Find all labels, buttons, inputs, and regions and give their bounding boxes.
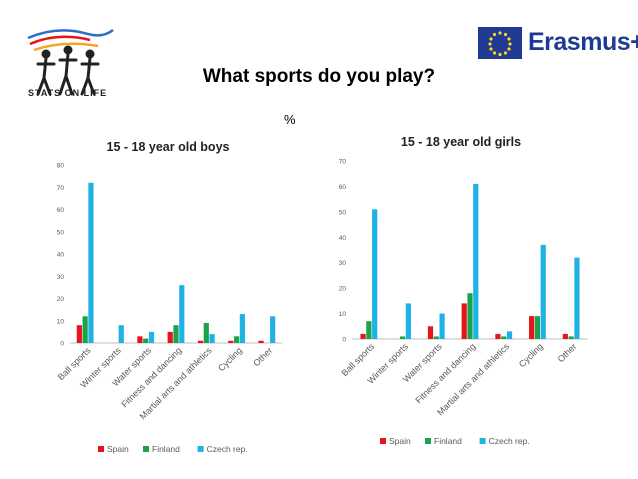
logo-text: STATS ON LIFE — [28, 88, 108, 98]
bar-boys-spain-5 — [228, 340, 234, 343]
page-title: What sports do you play? — [202, 66, 436, 87]
bar-boys-czech-rep-6 — [270, 316, 276, 343]
bar-girls-czech-rep-2 — [439, 313, 445, 339]
bar-girls-czech-rep-1 — [405, 303, 411, 339]
y-tick-label-boys: 0 — [60, 341, 64, 348]
x-tick-label-boys: Other — [251, 345, 274, 368]
legend-label-boys: Spain — [107, 444, 129, 454]
bar-boys-spain-2 — [137, 336, 143, 343]
bar-boys-finland-5 — [233, 336, 240, 343]
y-tick-label-boys: 30 — [57, 274, 65, 281]
bar-boys-czech-rep-1 — [118, 325, 124, 343]
y-tick-label-boys: 50 — [57, 229, 65, 236]
y-tick-label-girls: 20 — [339, 286, 347, 293]
y-tick-label-girls: 30 — [339, 260, 347, 267]
x-tick-label-girls: Other — [556, 341, 579, 364]
legend-swatch-boys — [197, 446, 204, 452]
y-tick-label-boys: 10 — [57, 318, 65, 325]
legend-label-girls: Finland — [434, 436, 462, 446]
bar-boys-czech-rep-2 — [148, 331, 155, 343]
bar-girls-finland-4 — [501, 336, 507, 339]
bar-girls-czech-rep-0 — [372, 209, 378, 339]
bar-girls-spain-0 — [360, 333, 366, 339]
bar-girls-spain-6 — [562, 333, 568, 339]
bar-boys-czech-rep-5 — [239, 314, 245, 343]
legend-swatch-boys — [98, 446, 104, 452]
bar-boys-spain-3 — [167, 331, 173, 343]
bar-boys-spain-4 — [197, 340, 204, 343]
y-tick-label-boys: 80 — [57, 163, 65, 170]
bar-boys-spain-0 — [76, 325, 82, 343]
bar-boys-czech-rep-3 — [179, 285, 185, 343]
legend-label-boys: Czech rep. — [207, 444, 248, 454]
y-tick-label-girls: 70 — [339, 159, 347, 166]
y-tick-label-boys: 40 — [57, 252, 65, 259]
unit-label: % — [284, 112, 296, 127]
bar-boys-finland-2 — [143, 338, 149, 343]
erasmus-logo: Erasmus+ — [478, 22, 638, 66]
bar-boys-czech-rep-4 — [209, 334, 215, 343]
bar-girls-spain-5 — [529, 316, 535, 339]
bar-girls-finland-5 — [534, 316, 541, 339]
bar-girls-czech-rep-6 — [574, 257, 580, 339]
erasmus-brand: Erasmus+ — [528, 28, 638, 56]
bar-boys-finland-4 — [203, 322, 209, 343]
x-tick-label-girls: Fitness and dancing — [413, 341, 477, 405]
chart-title-boys: 15 - 18 year old boys — [107, 140, 230, 154]
bar-girls-czech-rep-4 — [506, 331, 513, 339]
legend-swatch-boys — [143, 446, 149, 452]
y-tick-label-girls: 60 — [339, 184, 347, 191]
bar-girls-finland-0 — [366, 321, 372, 339]
bar-boys-finland-3 — [173, 325, 179, 343]
legend-swatch-girls — [479, 438, 486, 444]
stats-on-life-logo: STATS ON LIFE — [18, 20, 118, 105]
legend-label-boys: Finland — [152, 444, 180, 454]
bar-girls-finland-2 — [433, 336, 439, 339]
y-tick-label-boys: 70 — [57, 185, 65, 192]
x-tick-label-boys: Cycling — [216, 345, 244, 373]
bar-girls-finland-6 — [568, 336, 574, 339]
bar-girls-spain-4 — [495, 333, 501, 339]
x-tick-label-girls: Cycling — [517, 341, 545, 369]
y-tick-label-girls: 0 — [342, 337, 346, 344]
y-tick-label-boys: 20 — [57, 296, 65, 303]
bar-girls-czech-rep-5 — [540, 244, 546, 339]
legend-label-girls: Czech rep. — [489, 436, 530, 446]
bar-boys-czech-rep-0 — [88, 182, 94, 343]
bar-girls-finland-1 — [399, 336, 406, 339]
bar-girls-czech-rep-3 — [473, 183, 479, 339]
y-tick-label-girls: 50 — [339, 209, 347, 216]
bar-boys-spain-6 — [258, 340, 264, 343]
bar-girls-spain-3 — [461, 303, 467, 339]
bar-boys-finland-0 — [82, 316, 88, 343]
bar-girls-spain-2 — [427, 326, 434, 339]
legend-swatch-girls — [380, 438, 386, 444]
legend-swatch-girls — [425, 438, 431, 444]
legend-label-girls: Spain — [389, 436, 411, 446]
chart-title-girls: 15 - 18 year old girls — [401, 135, 521, 149]
y-tick-label-girls: 40 — [339, 235, 347, 242]
y-tick-label-girls: 10 — [339, 311, 347, 318]
bar-girls-finland-3 — [467, 293, 473, 339]
y-tick-label-boys: 60 — [57, 207, 65, 214]
eu-flag-icon — [478, 27, 522, 59]
